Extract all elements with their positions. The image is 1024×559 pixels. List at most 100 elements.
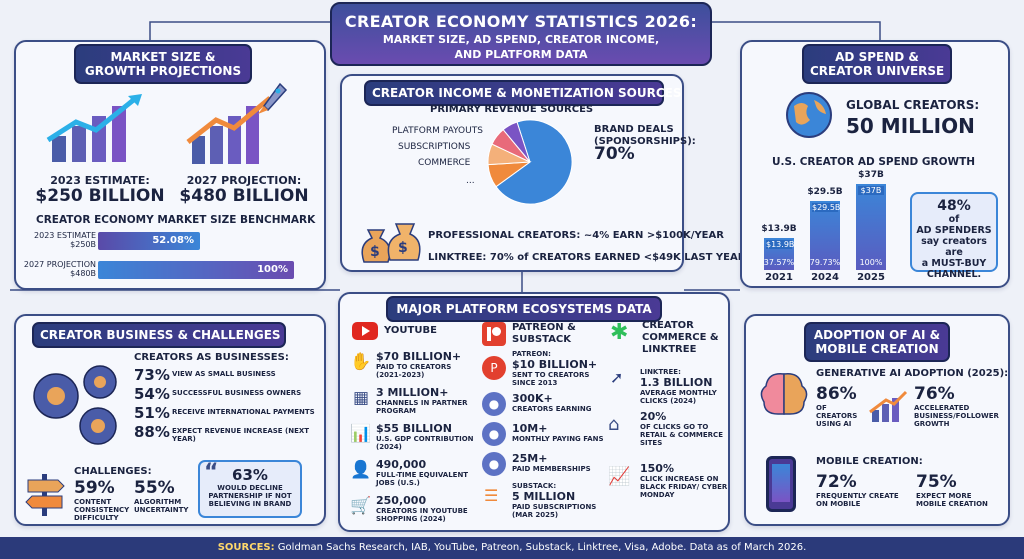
- patreon-logo-icon: P: [482, 356, 506, 380]
- svg-text:$: $: [398, 240, 408, 256]
- yt-stat-value: $70 BILLION+: [376, 350, 462, 363]
- substack-label: SUBSTACK:: [512, 482, 557, 490]
- yt-stat: $70 BILLION+ PAID TO CREATORS (2021-2023): [376, 350, 478, 379]
- revenue-pie-chart: [487, 119, 573, 205]
- mobile-stat-1-t: FREQUENTLY CREATE ON MOBILE: [816, 492, 899, 508]
- must-buy-callout: 48% of AD SPENDERS say creators are a MUST-…: [910, 192, 998, 280]
- challenge-1-text: CONTENT CONSISTENCY DIFFICULTY: [74, 498, 130, 522]
- growth-chart-icon: [46, 94, 142, 162]
- patreon-label: PATREON:: [512, 350, 551, 358]
- bench-bar-2023: 52.08%: [98, 232, 200, 250]
- proj-value: $480 BILLION: [176, 186, 312, 206]
- yt-stat-icon: 📊: [350, 424, 372, 444]
- lt-item-1-t: OF CLICKS GO TO RETAIL & COMMERCE SITES: [640, 423, 723, 447]
- brain-icon: [760, 373, 808, 415]
- ad-bar-year: 2024: [811, 272, 839, 283]
- users-icon: ●: [482, 422, 506, 446]
- est-value-text: $250 BILLION: [35, 186, 165, 206]
- proj-value-text: $480 BILLION: [179, 186, 309, 206]
- must-buy-5: CHANNEL.: [926, 269, 982, 280]
- yt-stat-value: 250,000: [376, 494, 427, 507]
- challenge-1-pct: 59%: [74, 478, 115, 498]
- linktree-stat: LINKTREE: 70% of CREATORS EARNED <$49K L…: [428, 252, 746, 263]
- ai-title: ADOPTION OF AI & MOBILE CREATION: [804, 322, 950, 362]
- pie-label-commerce: COMMERCE: [418, 158, 471, 168]
- pa-stat: 300K+ CREATORS EARNING: [512, 392, 608, 413]
- pa-stat-value: 10M+: [512, 422, 548, 435]
- yt-stat-value: 490,000: [376, 458, 427, 471]
- biz-stat-text: RECEIVE INTERNATIONAL PAYMENTS: [172, 408, 315, 416]
- market-title-line2: GROWTH PROJECTIONS: [84, 64, 242, 78]
- ai-stat-1-v: 86%: [816, 384, 857, 404]
- biz-stat-pct: 73%: [134, 366, 170, 384]
- users-icon: ●: [482, 452, 506, 476]
- biz-sub-title: CREATORS AS BUSINESSES:: [134, 352, 289, 363]
- lt-item-1-v: 20%: [640, 410, 667, 423]
- challenge-2-pct: 55%: [134, 478, 175, 498]
- sources-footer: SOURCES: Goldman Sachs Research, IAB, Yo…: [0, 537, 1024, 559]
- lt-item-2-t: CLICK INCREASE ON BLACK FRIDAY/ CYBER MO…: [640, 475, 728, 499]
- patreon-text: SENT TO CREATORS SINCE 2013: [512, 371, 590, 387]
- benchmark-title: CREATOR ECONOMY MARKET SIZE BENCHMARK: [36, 214, 316, 226]
- bench-label-2023-b: $250B: [70, 240, 96, 249]
- brand-deals-label: BRAND DEALS (SPONSORSHIPS): 70%: [594, 124, 696, 163]
- yt-stat-value: 3 MILLION+: [376, 386, 449, 399]
- pie-label-subscriptions: SUBSCRIPTIONS: [398, 142, 471, 152]
- decline-text: WOULD DECLINE PARTNERSHIP IF NOT BELIEVI…: [208, 484, 292, 508]
- yt-stat-text: U.S. GDP CONTRIBUTION (2024): [376, 435, 474, 451]
- biz-stat-text: VIEW AS SMALL BUSINESS: [172, 370, 276, 378]
- biz-stat-pct: 88%: [134, 423, 170, 441]
- must-buy-1: of: [948, 214, 960, 225]
- substack-value: 5 MILLION: [512, 490, 576, 503]
- ai-stat-1-t: OF CREATORS USING AI: [816, 404, 858, 428]
- ad-spend-bar: [856, 184, 886, 270]
- ad-bar-year: 2025: [857, 272, 885, 283]
- lt-item-1: 20% OF CLICKS GO TO RETAIL & COMMERCE SIT…: [640, 410, 728, 447]
- pa-stat-value: 25M+: [512, 452, 548, 465]
- ad-bar-inner-label: $29.5B: [812, 203, 841, 212]
- patreon-name: PATREON & SUBSTACK: [512, 322, 576, 346]
- youtube-name: YOUTUBE: [384, 325, 437, 336]
- quote-icon: “: [204, 460, 219, 485]
- pa-stat: 10M+ MONTHLY PAYING FANS: [512, 422, 608, 443]
- ad-bar-top-label: $13.9B: [761, 224, 797, 234]
- linktree-stat: LINKTREE: 1.3 BILLION AVERAGE MONTHLY CLIC…: [640, 368, 726, 405]
- sources-label: SOURCES:: [217, 542, 275, 553]
- biz-stat-text: SUCCESSFUL BUSINESS OWNERS: [172, 389, 302, 397]
- mobile-stat-1-v: 72%: [816, 472, 857, 492]
- lt-item-2-v: 150%: [640, 462, 674, 475]
- phone-icon: [766, 456, 796, 512]
- sources-text: Goldman Sachs Research, IAB, YouTube, Pa…: [277, 542, 807, 553]
- yt-stat-icon: 👤: [350, 460, 372, 480]
- bench-label-2023: 2023 ESTIMATE $250B: [20, 231, 96, 249]
- pro-creators-stat: PROFESSIONAL CREATORS: ~4% EARN >$100K/Y…: [428, 230, 724, 241]
- platforms-title: MAJOR PLATFORM ECOSYSTEMS DATA: [386, 296, 662, 322]
- yt-stat: 490,000 FULL-TIME EQUIVALENT JOBS (U.S.): [376, 458, 478, 487]
- mobile-stat-2: 75% EXPECT MORE MOBILE CREATION: [916, 472, 1004, 508]
- challenges-title: CHALLENGES:: [74, 466, 152, 477]
- ad-bar-pct: 79.73%: [809, 258, 841, 267]
- growth-bars-icon: [869, 390, 908, 422]
- yt-stat-icon: ✋: [350, 352, 372, 372]
- ad-bar-pct: 100%: [859, 258, 883, 267]
- yt-stat-text: CREATORS IN YOUTUBE SHOPPING (2024): [376, 507, 468, 523]
- global-creators-value: 50 MILLION: [846, 114, 975, 138]
- lt-item-2: 150% CLICK INCREASE ON BLACK FRIDAY/ CYBE…: [640, 462, 728, 499]
- cursor-icon: ➚: [610, 368, 624, 387]
- substack-text: PAID SUBSCRIPTIONS (MAR 2025): [512, 503, 597, 519]
- yt-stat-icon: ▦: [352, 388, 370, 408]
- svg-text:$: $: [370, 244, 380, 260]
- money-bags-icon: $ $: [361, 223, 421, 263]
- lt-label: LINKTREE:: [640, 368, 681, 376]
- decline-pct: 63%: [232, 466, 268, 484]
- biz-stat-text: EXPECT REVENUE INCREASE (NEXT YEAR): [172, 427, 310, 443]
- market-size-title: MARKET SIZE & GROWTH PROJECTIONS: [74, 44, 252, 84]
- globe-icon: [786, 92, 832, 138]
- mobile-stat-2-v: 75%: [916, 472, 957, 492]
- mobile-title: MOBILE CREATION:: [816, 456, 923, 467]
- yt-stat-value: $55 BILLION: [376, 422, 452, 435]
- linktree-icon: ✱: [610, 320, 629, 345]
- yt-stat: $55 BILLION U.S. GDP CONTRIBUTION (2024): [376, 422, 478, 451]
- gears-icon: [33, 365, 117, 445]
